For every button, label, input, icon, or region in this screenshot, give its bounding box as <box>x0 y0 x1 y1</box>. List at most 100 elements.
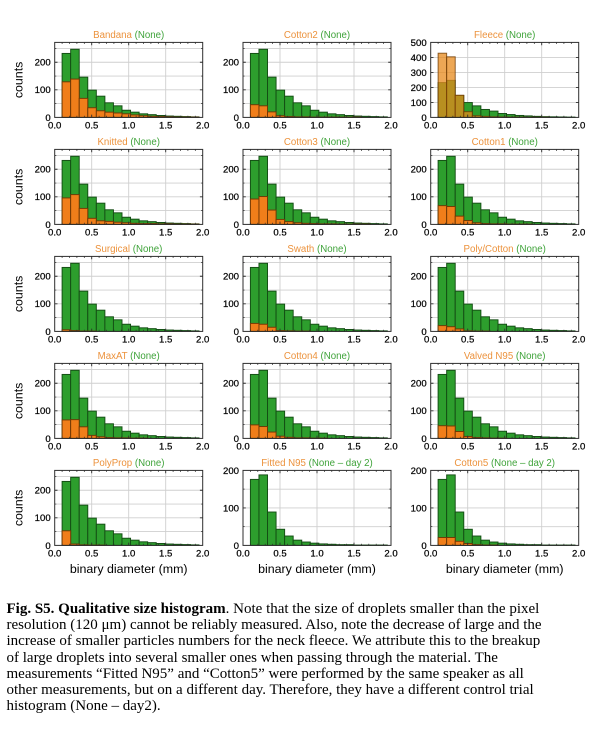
svg-text:0: 0 <box>234 434 239 445</box>
svg-text:0: 0 <box>421 113 426 124</box>
svg-text:0.0: 0.0 <box>236 335 249 346</box>
svg-text:0.0: 0.0 <box>236 121 249 132</box>
svg-text:Poly/Cotton (None): Poly/Cotton (None) <box>463 244 545 255</box>
svg-text:0.5: 0.5 <box>85 442 98 453</box>
svg-text:Bandana (None): Bandana (None) <box>93 30 164 41</box>
svg-text:2.0: 2.0 <box>572 121 585 132</box>
svg-text:0: 0 <box>234 327 239 338</box>
svg-text:1.5: 1.5 <box>347 121 360 132</box>
svg-text:100: 100 <box>223 85 239 96</box>
svg-text:1.0: 1.0 <box>310 549 323 560</box>
svg-text:Fleece (None): Fleece (None) <box>474 30 535 41</box>
svg-text:Swath (None): Swath (None) <box>287 244 346 255</box>
svg-text:1.0: 1.0 <box>498 549 511 560</box>
svg-text:0.5: 0.5 <box>85 335 98 346</box>
svg-text:200: 200 <box>223 58 239 69</box>
svg-text:2.0: 2.0 <box>196 121 209 132</box>
svg-text:200: 200 <box>35 272 51 283</box>
svg-text:MaxAT (None): MaxAT (None) <box>98 351 160 362</box>
svg-text:Cotton1 (None): Cotton1 (None) <box>472 137 538 148</box>
svg-text:200: 200 <box>411 83 427 94</box>
svg-text:300: 300 <box>411 68 427 79</box>
svg-text:Cotton4 (None): Cotton4 (None) <box>284 351 350 362</box>
svg-text:0.0: 0.0 <box>48 549 61 560</box>
svg-text:2.0: 2.0 <box>196 228 209 239</box>
svg-text:1.0: 1.0 <box>310 228 323 239</box>
svg-text:0: 0 <box>234 220 239 231</box>
svg-text:100: 100 <box>35 85 51 96</box>
svg-text:0: 0 <box>45 327 50 338</box>
svg-text:binary diameter (mm): binary diameter (mm) <box>446 562 564 576</box>
svg-text:200: 200 <box>35 58 51 69</box>
svg-text:1.5: 1.5 <box>535 549 548 560</box>
svg-text:Cotton2 (None): Cotton2 (None) <box>284 30 350 41</box>
svg-text:100: 100 <box>411 503 427 514</box>
svg-text:100: 100 <box>411 98 427 109</box>
svg-text:PolyProp (None): PolyProp (None) <box>93 458 165 469</box>
svg-text:1.5: 1.5 <box>535 442 548 453</box>
svg-text:200: 200 <box>35 486 51 497</box>
svg-text:1.5: 1.5 <box>159 335 172 346</box>
svg-text:Knitted (None): Knitted (None) <box>97 137 159 148</box>
svg-text:100: 100 <box>411 299 427 310</box>
svg-text:1.5: 1.5 <box>159 228 172 239</box>
svg-text:1.5: 1.5 <box>535 228 548 239</box>
svg-text:Fitted N95 (None – day 2): Fitted N95 (None – day 2) <box>261 458 372 469</box>
svg-text:0.5: 0.5 <box>273 442 286 453</box>
svg-text:0: 0 <box>421 327 426 338</box>
svg-text:0.0: 0.0 <box>424 228 437 239</box>
svg-text:Cotton5 (None – day 2): Cotton5 (None – day 2) <box>454 458 555 469</box>
svg-text:Surgical (None): Surgical (None) <box>95 244 162 255</box>
svg-text:400: 400 <box>411 53 427 64</box>
svg-text:0.5: 0.5 <box>85 549 98 560</box>
svg-text:0.0: 0.0 <box>48 121 61 132</box>
svg-text:0: 0 <box>45 541 50 552</box>
svg-text:2.0: 2.0 <box>196 442 209 453</box>
svg-text:0.0: 0.0 <box>236 228 249 239</box>
svg-text:1.0: 1.0 <box>122 121 135 132</box>
svg-text:2.0: 2.0 <box>572 442 585 453</box>
svg-text:2.0: 2.0 <box>196 335 209 346</box>
svg-text:1.0: 1.0 <box>498 442 511 453</box>
svg-text:1.0: 1.0 <box>498 121 511 132</box>
svg-text:Cotton3 (None): Cotton3 (None) <box>284 137 350 148</box>
svg-text:0.5: 0.5 <box>461 442 474 453</box>
svg-text:1.5: 1.5 <box>159 121 172 132</box>
svg-text:1.5: 1.5 <box>347 335 360 346</box>
svg-text:1.5: 1.5 <box>159 549 172 560</box>
svg-text:counts: counts <box>12 62 26 99</box>
svg-text:1.5: 1.5 <box>347 228 360 239</box>
svg-text:200: 200 <box>35 165 51 176</box>
svg-text:counts: counts <box>12 383 26 420</box>
svg-text:counts: counts <box>12 490 26 527</box>
svg-text:1.0: 1.0 <box>122 335 135 346</box>
svg-text:200: 200 <box>35 379 51 390</box>
svg-text:0.0: 0.0 <box>48 442 61 453</box>
svg-text:0: 0 <box>234 113 239 124</box>
svg-text:0: 0 <box>45 113 50 124</box>
svg-text:0.5: 0.5 <box>273 121 286 132</box>
svg-text:1.0: 1.0 <box>122 549 135 560</box>
svg-text:200: 200 <box>223 379 239 390</box>
svg-text:binary diameter (mm): binary diameter (mm) <box>258 562 376 576</box>
svg-text:0.0: 0.0 <box>424 335 437 346</box>
svg-text:0.0: 0.0 <box>48 335 61 346</box>
svg-text:counts: counts <box>12 276 26 313</box>
svg-text:100: 100 <box>35 299 51 310</box>
svg-text:Valved N95 (None): Valved N95 (None) <box>464 351 546 362</box>
svg-text:0: 0 <box>45 434 50 445</box>
svg-text:0.5: 0.5 <box>273 549 286 560</box>
svg-text:0.5: 0.5 <box>273 228 286 239</box>
svg-text:1.0: 1.0 <box>310 335 323 346</box>
svg-text:1.5: 1.5 <box>347 442 360 453</box>
svg-text:100: 100 <box>223 192 239 203</box>
svg-text:2.0: 2.0 <box>384 549 397 560</box>
svg-text:1.5: 1.5 <box>347 549 360 560</box>
svg-text:1.5: 1.5 <box>535 335 548 346</box>
svg-text:200: 200 <box>223 272 239 283</box>
svg-text:2.0: 2.0 <box>384 442 397 453</box>
svg-text:0.0: 0.0 <box>48 228 61 239</box>
svg-text:0.5: 0.5 <box>85 228 98 239</box>
svg-text:1.0: 1.0 <box>498 335 511 346</box>
svg-text:0: 0 <box>421 434 426 445</box>
